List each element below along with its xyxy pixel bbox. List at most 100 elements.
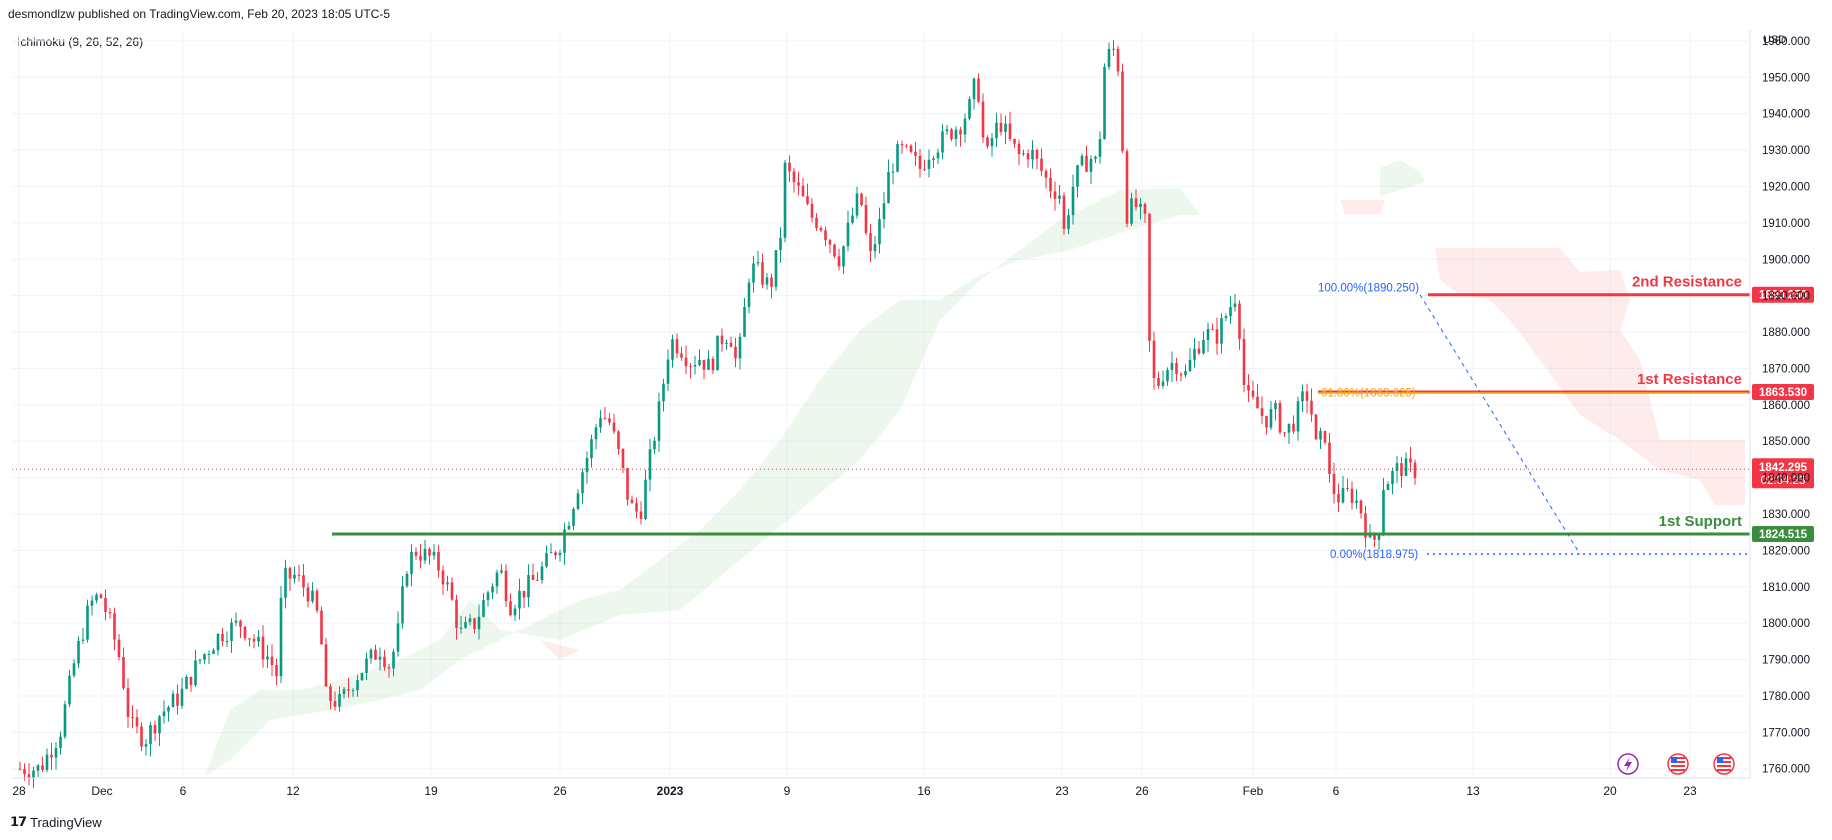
candle-body [1328, 442, 1331, 474]
candle-body [135, 717, 139, 727]
candle-body [824, 230, 827, 241]
candle-body [1242, 338, 1246, 385]
candle-body [518, 590, 521, 609]
candle-body [140, 726, 143, 747]
fib-label: 100.00%(1890.250) [1318, 283, 1419, 295]
candle-body [1121, 71, 1124, 152]
x-tick-label: 26 [1135, 784, 1149, 798]
candle-body [1413, 462, 1417, 479]
candle-body [72, 663, 76, 676]
candle-body [1179, 374, 1183, 376]
candle-body [437, 551, 440, 571]
candle-body [401, 586, 404, 624]
fib-trendline [1419, 294, 1581, 555]
candle-body [315, 590, 319, 611]
candle-body [729, 342, 733, 347]
candle-body [1256, 396, 1259, 409]
candle-body [230, 622, 233, 641]
x-tick-label: Feb [1243, 784, 1264, 798]
cloud-bearish [1435, 248, 1745, 505]
candle-body [329, 686, 332, 702]
candle-body [297, 574, 301, 576]
candle-body [302, 575, 305, 588]
candle-body [635, 503, 638, 512]
candle-body [131, 716, 134, 718]
candle-body [581, 472, 584, 494]
candle-body [918, 155, 922, 169]
candle-body [887, 171, 890, 204]
candle-body [1161, 381, 1165, 386]
publish-line: desmondlzw published on TradingView.com,… [8, 7, 391, 21]
candle-body [423, 548, 427, 561]
candle-body [693, 365, 697, 367]
candle-body [1098, 139, 1102, 157]
candle-body [432, 551, 436, 556]
candle-body [900, 144, 904, 146]
x-tick-label: 13 [1466, 784, 1480, 798]
fib-label: 0.00%(1818.975) [1330, 549, 1418, 561]
candle-body [630, 499, 634, 504]
candle-body [185, 676, 188, 689]
y-tick-label: 1960.000 [1762, 36, 1810, 48]
candle-body [1260, 408, 1264, 416]
candle-body [122, 656, 125, 689]
us-flag-stripe [1717, 761, 1731, 763]
candle-body [126, 688, 130, 717]
brand-footer[interactable]: 𝟭𝟳 TradingView [10, 814, 102, 830]
candle-body [657, 401, 661, 441]
candle-body [1359, 500, 1363, 514]
candle-body [513, 608, 517, 616]
candle-body [441, 570, 445, 585]
tradingview-logo-icon: 𝟭𝟳 [10, 814, 27, 829]
us-flag-icon[interactable] [1667, 753, 1689, 775]
candle-body [27, 774, 31, 778]
candle-body [500, 570, 503, 573]
candle-body [1224, 316, 1228, 319]
candle-body [464, 622, 467, 628]
candle-body [720, 335, 724, 344]
candle-body [1247, 384, 1250, 391]
us-flag-stripe [1671, 769, 1685, 771]
x-tick-label: 20 [1603, 784, 1617, 798]
candle-body [428, 548, 431, 556]
candle-body [963, 118, 967, 135]
candle-body [648, 449, 652, 480]
candle-body [1350, 488, 1354, 503]
candle-body [837, 256, 841, 267]
candle-body [1008, 123, 1012, 139]
candle-body [945, 129, 949, 132]
candle-body [684, 357, 688, 367]
candle-body [743, 306, 746, 337]
candle-body [770, 277, 773, 287]
candle-body [153, 725, 157, 734]
candle-body [459, 627, 463, 629]
y-tick-label: 1930.000 [1762, 145, 1810, 157]
candle-body [77, 640, 80, 664]
candle-body [446, 582, 449, 585]
candle-body [275, 665, 278, 677]
us-flag-icon[interactable] [1713, 753, 1735, 775]
x-tick-label: 6 [180, 784, 187, 798]
candle-body [509, 601, 512, 616]
candle-body [1148, 213, 1151, 341]
candle-body [342, 689, 346, 695]
y-tick-label: 1790.000 [1762, 655, 1810, 667]
level-price-tag [1752, 383, 1814, 400]
indicator-legend[interactable]: Ichimoku (9, 26, 52, 26) [17, 35, 144, 49]
candle-body [1125, 151, 1129, 224]
candle-body [527, 574, 530, 598]
candle-body [1197, 348, 1201, 354]
candle-body [252, 638, 256, 642]
y-tick-label: 1950.000 [1762, 72, 1810, 84]
candle-body [396, 623, 400, 652]
candle-body [1076, 165, 1079, 187]
candle-body [653, 440, 656, 450]
candle-body [95, 594, 98, 601]
candle-body [369, 649, 373, 659]
us-flag-stripe [1717, 769, 1731, 771]
lightning-icon[interactable] [1617, 753, 1639, 775]
candle-body [1062, 195, 1066, 229]
candle-body [531, 574, 535, 580]
candle-body [338, 694, 341, 707]
